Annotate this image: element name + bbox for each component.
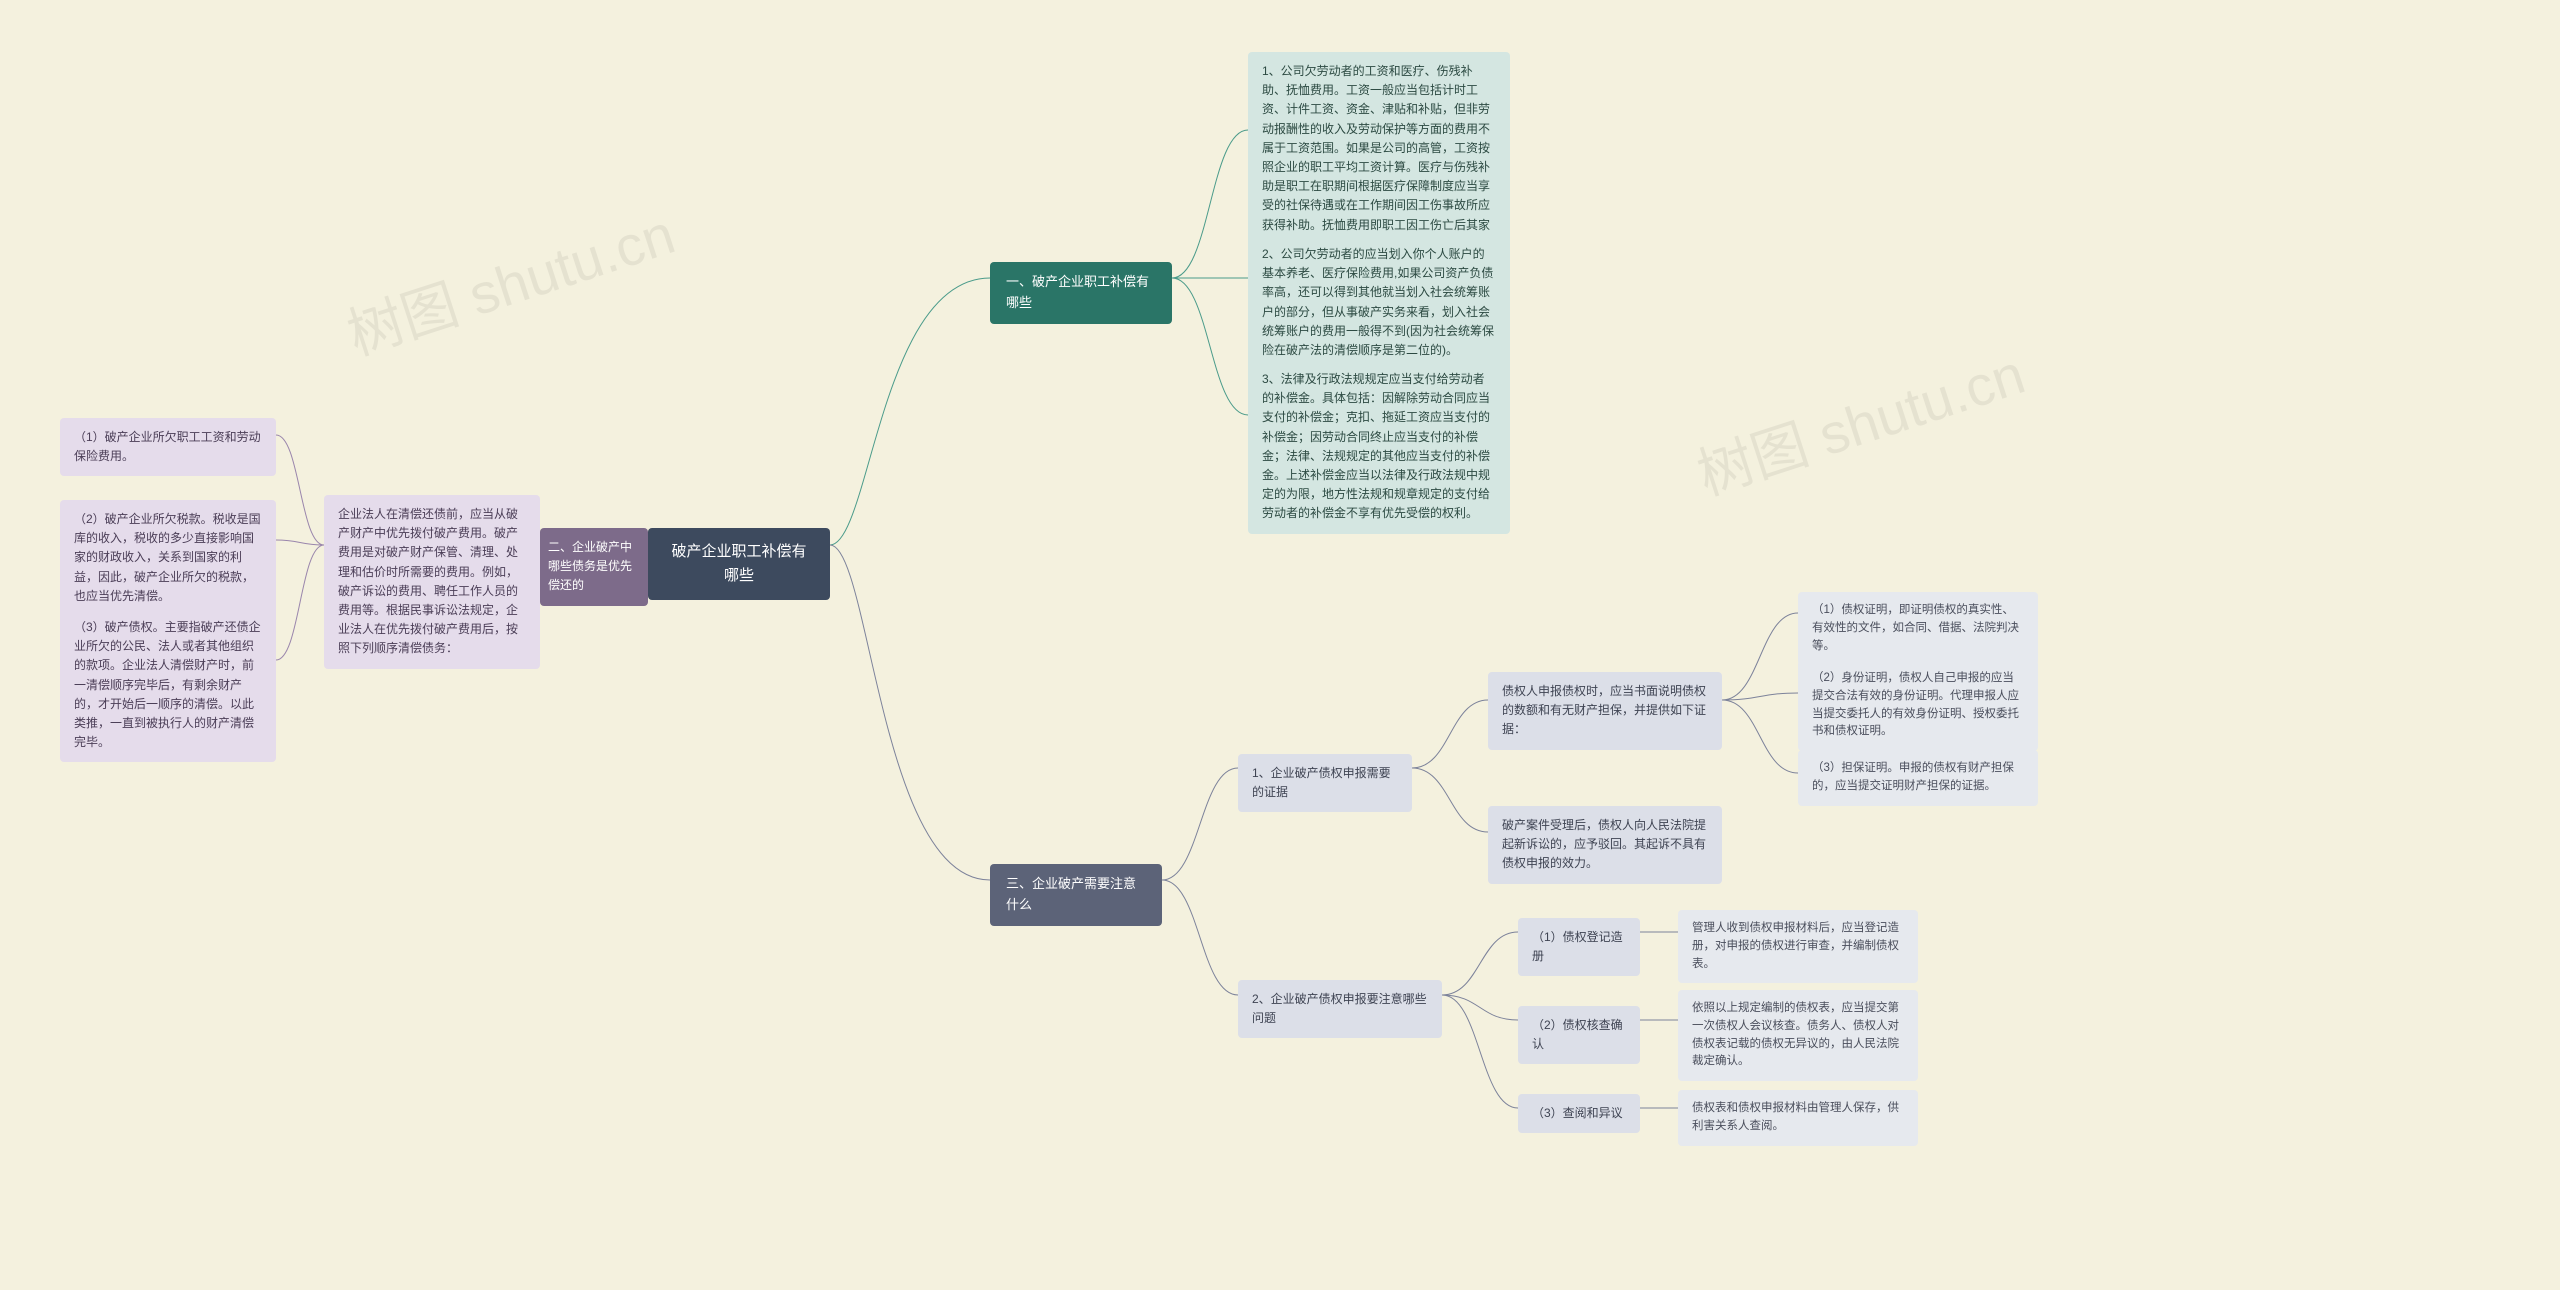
- sec3-leaf-1[interactable]: （1）债权证明，即证明债权的真实性、有效性的文件，如合同、借据、法院判决等。: [1798, 592, 2038, 665]
- root-node[interactable]: 破产企业职工补偿有哪些: [648, 528, 830, 600]
- sec3-sub-2-row1-label[interactable]: （1）债权登记造册: [1518, 918, 1640, 976]
- sec3-sub-1a[interactable]: 债权人申报债权时，应当书面说明债权的数额和有无财产担保，并提供如下证据：: [1488, 672, 1722, 750]
- section-1[interactable]: 一、破产企业职工补偿有哪些: [990, 262, 1172, 324]
- sec3-sub-1[interactable]: 1、企业破产债权申报需要的证据: [1238, 754, 1412, 812]
- sec3-leaf-3[interactable]: （3）担保证明。申报的债权有财产担保的，应当提交证明财产担保的证据。: [1798, 750, 2038, 806]
- sec2-item-2[interactable]: （2）破产企业所欠税款。税收是国库的收入，税收的多少直接影响国家的财政收入，关系…: [60, 500, 276, 616]
- mindmap-canvas: 树图 shutu.cn 树图 shutu.cn: [0, 0, 2560, 1290]
- sec3-sub-2-row2-text[interactable]: 依照以上规定编制的债权表，应当提交第一次债权人会议核查。债务人、债权人对债权表记…: [1678, 990, 1918, 1081]
- sec1-item-3[interactable]: 3、法律及行政法规规定应当支付给劳动者的补偿金。具体包括：因解除劳动合同应当支付…: [1248, 360, 1510, 534]
- sec3-sub-1b[interactable]: 破产案件受理后，债权人向人民法院提起新诉讼的，应予驳回。其起诉不具有债权申报的效…: [1488, 806, 1722, 884]
- sec3-sub-2-row3-label[interactable]: （3）查阅和异议: [1518, 1094, 1640, 1133]
- watermark: 树图 shutu.cn: [336, 190, 684, 372]
- watermark: 树图 shutu.cn: [1686, 330, 2034, 512]
- sec1-item-1[interactable]: 1、公司欠劳动者的工资和医疗、伤残补助、抚恤费用。工资一般应当包括计时工资、计件…: [1248, 52, 1510, 264]
- section-2[interactable]: 二、企业破产中哪些债务是优先偿还的: [540, 528, 648, 606]
- sec3-leaf-2[interactable]: （2）身份证明，债权人自己申报的应当提交合法有效的身份证明。代理申报人应当提交委…: [1798, 660, 2038, 751]
- section-2-label: 二、企业破产中哪些债务是优先偿还的: [548, 540, 632, 592]
- sec3-sub-2-row3-text[interactable]: 债权表和债权申报材料由管理人保存，供利害关系人查阅。: [1678, 1090, 1918, 1146]
- sec2-item-1[interactable]: （1）破产企业所欠职工工资和劳动保险费用。: [60, 418, 276, 476]
- sec2-intro[interactable]: 企业法人在清偿还债前，应当从破产财产中优先拨付破产费用。破产费用是对破产财产保管…: [324, 495, 540, 669]
- sec3-sub-2-row1-text[interactable]: 管理人收到债权申报材料后，应当登记造册，对申报的债权进行审查，并编制债权表。: [1678, 910, 1918, 983]
- section-3[interactable]: 三、企业破产需要注意什么: [990, 864, 1162, 926]
- sec3-sub-2-row2-label[interactable]: （2）债权核查确认: [1518, 1006, 1640, 1064]
- sec2-item-3[interactable]: （3）破产债权。主要指破产还债企业所欠的公民、法人或者其他组织的款项。企业法人清…: [60, 608, 276, 762]
- sec1-item-2[interactable]: 2、公司欠劳动者的应当划入你个人账户的基本养老、医疗保险费用,如果公司资产负债率…: [1248, 235, 1510, 370]
- sec3-sub-2[interactable]: 2、企业破产债权申报要注意哪些问题: [1238, 980, 1442, 1038]
